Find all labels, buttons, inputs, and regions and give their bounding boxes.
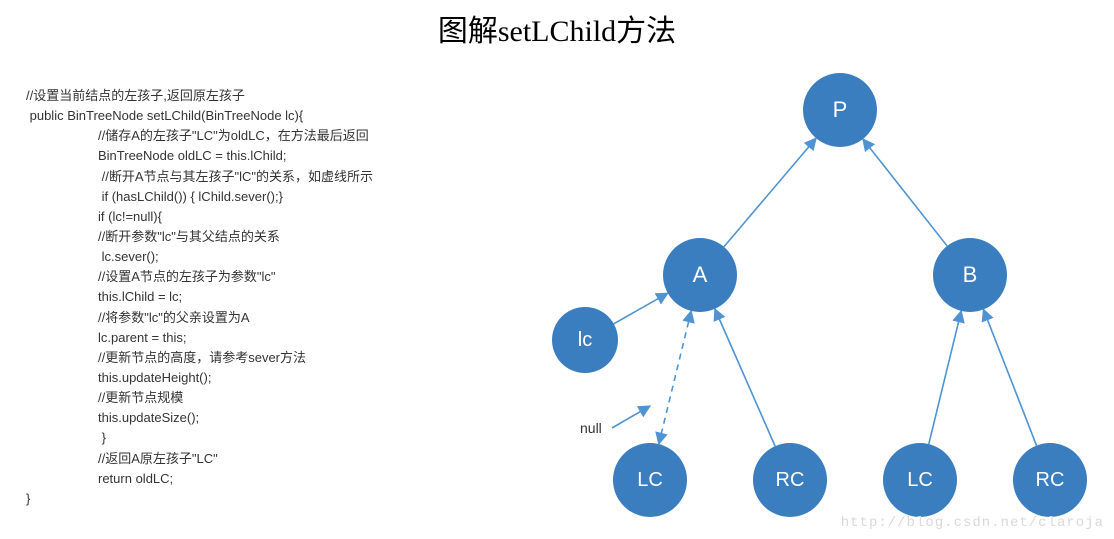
page-title: 图解setLChild方法: [0, 6, 1114, 50]
edge: [715, 309, 775, 446]
code-line: //更新节点的高度，请参考sever方法: [26, 348, 506, 368]
code-line: }: [26, 489, 506, 509]
edge: [659, 311, 691, 444]
code-line: //返回A原左孩子"LC": [26, 449, 506, 469]
code-line: //设置A节点的左孩子为参数"lc": [26, 267, 506, 287]
edge: [724, 138, 816, 247]
title-text: 图解setLChild方法: [438, 15, 676, 48]
code-line: //设置当前结点的左孩子,返回原左孩子: [26, 86, 506, 106]
code-line: //断开A节点与其左孩子"lC"的关系，如虚线所示: [26, 167, 506, 187]
node-P: P: [803, 73, 877, 147]
code-line: lc.sever();: [26, 247, 506, 267]
code-line: if (lc!=null){: [26, 207, 506, 227]
code-line: public BinTreeNode setLChild(BinTreeNode…: [26, 106, 506, 126]
code-line: //将参数"lc"的父亲设置为A: [26, 308, 506, 328]
node-A: A: [663, 238, 737, 312]
edge: [863, 139, 947, 246]
edge: [983, 309, 1036, 445]
node-B: B: [933, 238, 1007, 312]
null-arrow: [612, 406, 650, 428]
code-line: lc.parent = this;: [26, 328, 506, 348]
edge: [929, 311, 961, 444]
code-line: if (hasLChild()) { lChild.sever();}: [26, 187, 506, 207]
code-line: //断开参数"lc"与其父结点的关系: [26, 227, 506, 247]
code-line: this.updateSize();: [26, 408, 506, 428]
node-LC1: LC: [613, 443, 687, 517]
code-line: this.updateHeight();: [26, 368, 506, 388]
watermark: http://blog.csdn.net/claroja: [841, 515, 1104, 531]
code-line: this.lChild = lc;: [26, 287, 506, 307]
code-line: return oldLC;: [26, 469, 506, 489]
tree-diagram: P A Blc LC RC LC RC null: [520, 50, 1110, 530]
code-line: }: [26, 428, 506, 448]
node-lc: lc: [552, 307, 618, 373]
code-line: BinTreeNode oldLC = this.lChild;: [26, 146, 506, 166]
code-line: //储存A的左孩子"LC"为oldLC，在方法最后返回: [26, 126, 506, 146]
code-line: //更新节点规模: [26, 388, 506, 408]
label-null: null: [580, 420, 602, 436]
edge: [614, 293, 668, 324]
node-RC2: RC: [1013, 443, 1087, 517]
node-RC1: RC: [753, 443, 827, 517]
node-LC2: LC: [883, 443, 957, 517]
code-block: //设置当前结点的左孩子,返回原左孩子 public BinTreeNode s…: [26, 86, 506, 509]
